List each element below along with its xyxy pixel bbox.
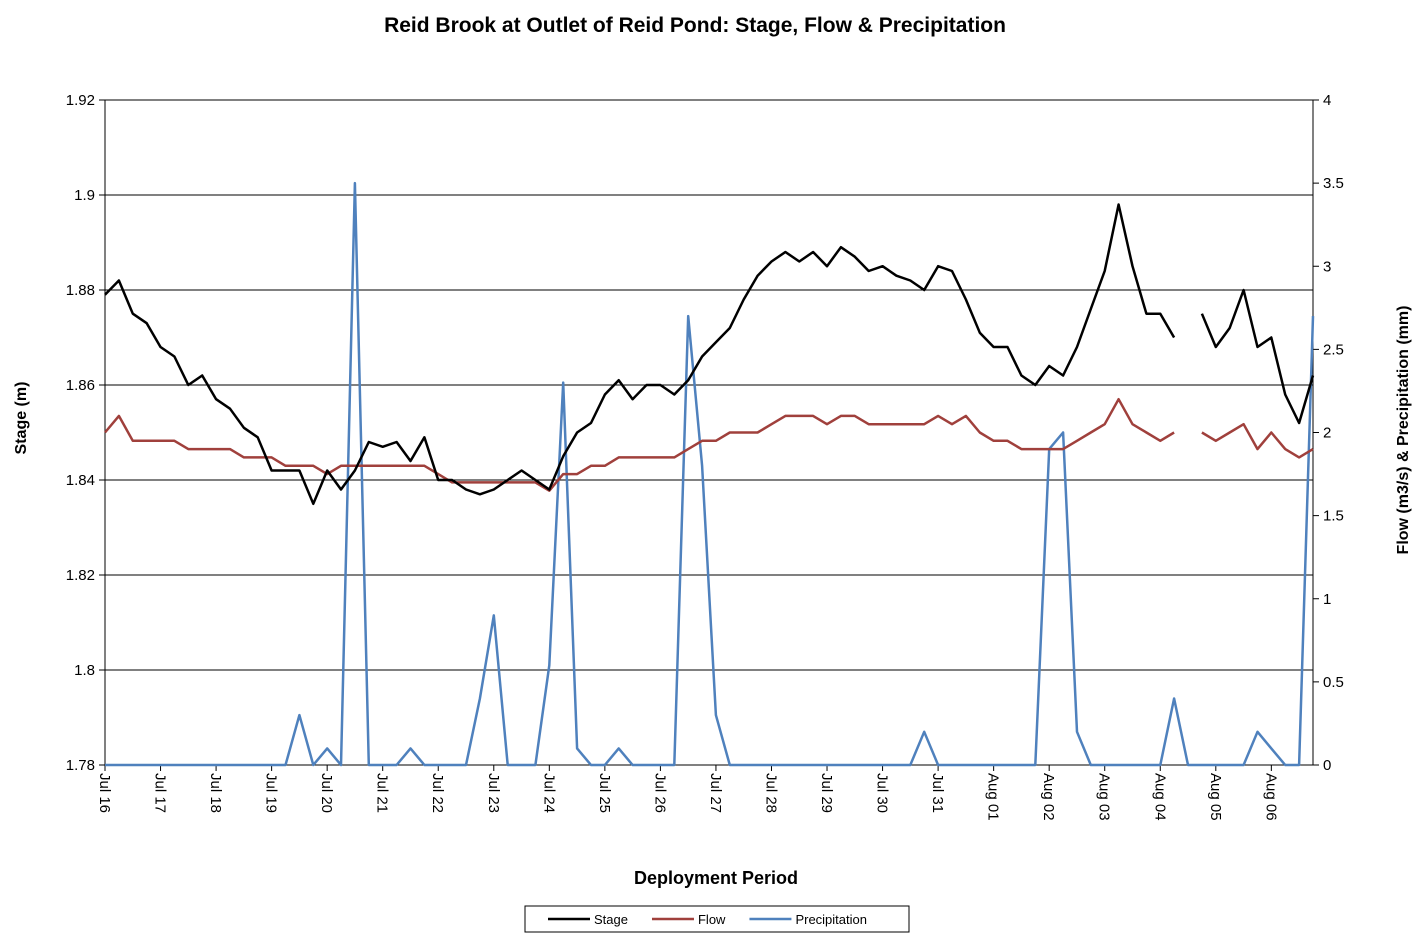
- y-tick-label: 1.86: [66, 377, 95, 394]
- x-tick-label: Jul 29: [818, 773, 835, 813]
- x-tick-label: Jul 24: [540, 773, 557, 813]
- legend-label: Precipitation: [795, 912, 867, 927]
- x-tick-label: Jul 30: [874, 773, 891, 813]
- x-tick-label: Aug 01: [985, 773, 1002, 821]
- legend-label: Stage: [594, 912, 628, 927]
- x-tick-label: Jul 26: [651, 773, 668, 813]
- y-tick-label: 1.9: [74, 187, 95, 204]
- x-tick-label: Aug 05: [1207, 773, 1224, 821]
- y-tick-label: 1.88: [66, 282, 95, 299]
- series-line: [105, 181, 1315, 767]
- y2-tick-label: 4: [1323, 92, 1331, 109]
- series-line: [104, 203, 1315, 506]
- x-tick-label: Aug 04: [1151, 773, 1168, 821]
- y2-tick-label: 1.5: [1323, 508, 1344, 525]
- x-axis-label: Deployment Period: [634, 868, 798, 888]
- x-tick-label: Aug 02: [1040, 773, 1057, 821]
- y2-axis-label: Flow (m3/s) & Precipitation (mm): [1395, 306, 1412, 555]
- y2-tick-label: 0: [1323, 757, 1331, 774]
- x-tick-label: Jul 27: [707, 773, 724, 813]
- y2-tick-label: 2.5: [1323, 341, 1344, 358]
- x-tick-label: Aug 03: [1096, 773, 1113, 821]
- y2-tick-label: 2: [1323, 425, 1331, 442]
- legend: Stage Flow Precipitation: [524, 905, 910, 933]
- x-tick-label: Jul 16: [96, 773, 113, 813]
- y-tick-label: 1.78: [66, 757, 95, 774]
- x-tick-label: Jul 31: [929, 773, 946, 813]
- x-tick-label: Jul 17: [152, 773, 169, 813]
- y2-tick-label: 3: [1323, 258, 1331, 275]
- y2-tick-label: 1: [1323, 591, 1331, 608]
- x-tick-label: Jul 18: [207, 773, 224, 813]
- y2-tick-label: 3.5: [1323, 175, 1344, 192]
- x-tick-label: Aug 06: [1262, 773, 1279, 821]
- x-tick-label: Jul 23: [485, 773, 502, 813]
- y2-tick-label: 0.5: [1323, 674, 1344, 691]
- y-tick-label: 1.84: [66, 472, 95, 489]
- series-line: [104, 397, 1314, 492]
- y-tick-label: 1.82: [66, 567, 95, 584]
- x-tick-label: Jul 28: [762, 773, 779, 813]
- y-axis-label: Stage (m): [13, 382, 30, 455]
- x-tick-label: Jul 22: [429, 773, 446, 813]
- y-tick-label: 1.8: [74, 662, 95, 679]
- y-tick-label: 1.92: [66, 92, 95, 109]
- x-tick-label: Jul 21: [374, 773, 391, 813]
- chart-title: Reid Brook at Outlet of Reid Pond: Stage…: [384, 14, 1006, 37]
- legend-label: Flow: [698, 912, 726, 927]
- x-tick-label: Jul 25: [596, 773, 613, 813]
- x-tick-label: Jul 19: [263, 773, 280, 813]
- x-tick-label: Jul 20: [318, 773, 335, 813]
